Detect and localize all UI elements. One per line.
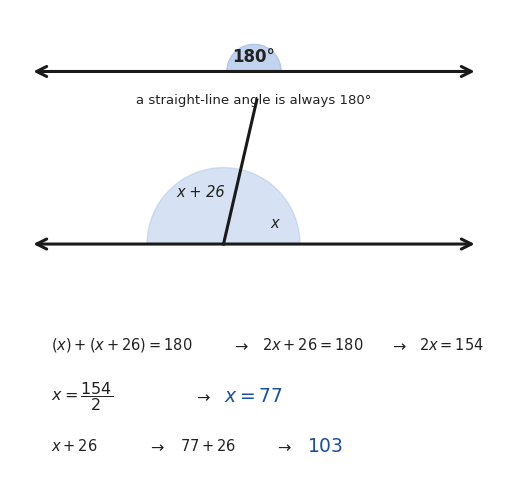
- Text: $x=77$: $x=77$: [224, 387, 282, 406]
- Text: $2x=154$: $2x=154$: [419, 337, 484, 353]
- Text: a straight-line angle is always 180°: a straight-line angle is always 180°: [136, 94, 372, 106]
- Text: $x+26$: $x+26$: [51, 438, 98, 454]
- Polygon shape: [227, 44, 281, 71]
- Text: x: x: [270, 216, 278, 231]
- Text: $x=\dfrac{154}{2}$: $x=\dfrac{154}{2}$: [51, 381, 113, 413]
- Text: $103$: $103$: [307, 437, 343, 456]
- Text: $77+26$: $77+26$: [180, 438, 236, 454]
- Text: $\rightarrow$: $\rightarrow$: [274, 439, 292, 454]
- Polygon shape: [147, 168, 300, 244]
- Text: $\rightarrow$: $\rightarrow$: [231, 338, 249, 352]
- Text: 180°: 180°: [233, 47, 275, 66]
- Text: $\rightarrow$: $\rightarrow$: [147, 439, 165, 454]
- Text: $2x+26=180$: $2x+26=180$: [262, 337, 363, 353]
- Text: x + 26: x + 26: [176, 185, 225, 200]
- Text: $\rightarrow$: $\rightarrow$: [193, 389, 211, 404]
- Text: $(x)+(x+26)=180$: $(x)+(x+26)=180$: [51, 336, 193, 354]
- Text: $\rightarrow$: $\rightarrow$: [389, 338, 406, 352]
